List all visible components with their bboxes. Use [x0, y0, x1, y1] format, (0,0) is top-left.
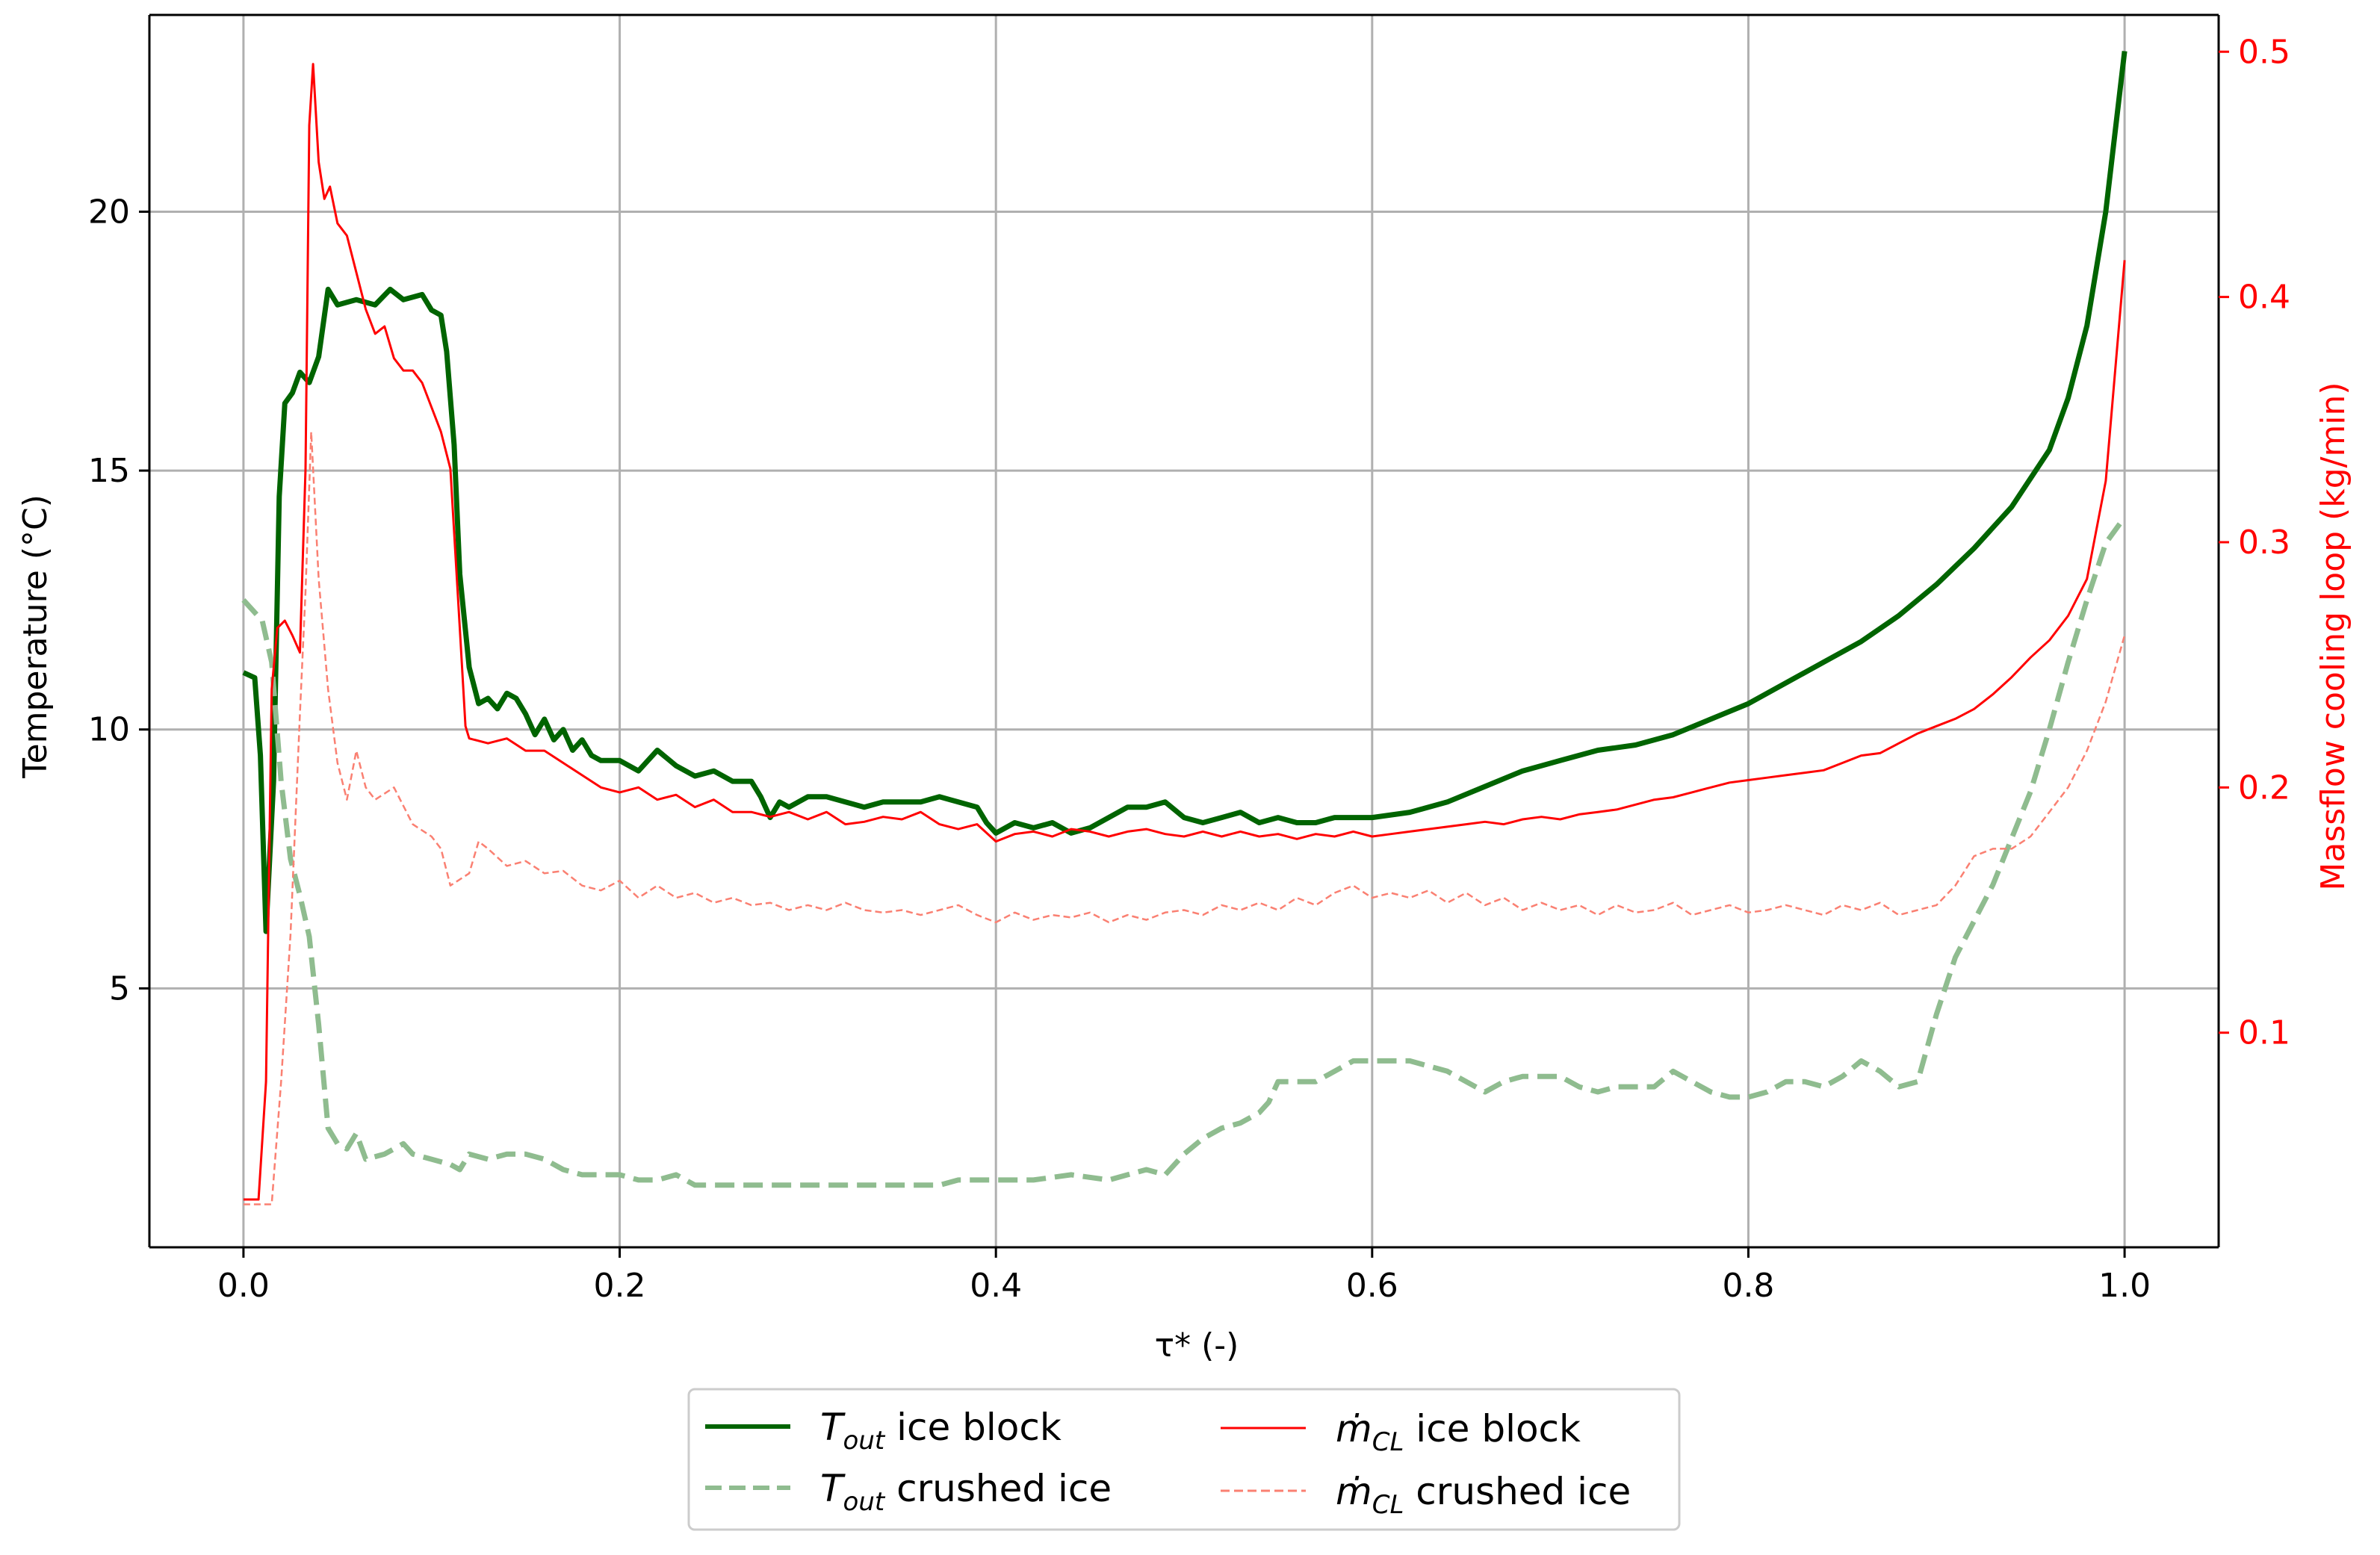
series-mcl-ice-block	[243, 63, 2126, 1201]
legend-text-tout-ice-block: ice block	[884, 1406, 1062, 1449]
y-tick-label-right: 0.5	[2238, 33, 2290, 71]
y-tick-label-right: 0.3	[2238, 524, 2290, 562]
x-tick-label: 0.4	[970, 1267, 1022, 1305]
y-tick-label-right: 0.1	[2238, 1014, 2290, 1052]
legend-label-tout-crushed-ice: Tout crushed ice	[820, 1467, 1112, 1517]
y-tick-label-left: 5	[109, 969, 130, 1008]
legend-label-mcl-ice-block: ṁCL ice block	[1336, 1407, 1581, 1457]
legend-text-mcl-crushed-ice: crushed ice	[1404, 1470, 1631, 1513]
y-tick-label-right: 0.4	[2238, 279, 2290, 317]
legend-subscript-tout-crushed-ice: out	[843, 1487, 886, 1517]
axes-layer	[148, 13, 2220, 1249]
legend-frame	[687, 1388, 1681, 1531]
series-mcl-crushed-ice	[243, 430, 2126, 1205]
legend-label-mcl-crushed-ice: ṁCL crushed ice	[1336, 1470, 1631, 1520]
legend-text-tout-crushed-ice: crushed ice	[884, 1467, 1112, 1510]
legend-subscript-mcl-ice-block: CL	[1372, 1427, 1404, 1457]
x-tick-label: 0.2	[594, 1267, 646, 1305]
y-axis-title-right: Massflow cooling loop (kg/min)	[2314, 382, 2352, 890]
legend-symbol-mcl-crushed-ice: ṁ	[1336, 1470, 1372, 1513]
x-tick-label: 0.6	[1346, 1267, 1398, 1305]
ticks-layer: 0.0 0.2 0.4 0.6 0.8 1.0 5 10 15 20 0.1 0.2 0.3 0.4 0.5	[88, 33, 2290, 1305]
y-axis-title-left: Temperature (°C)	[16, 494, 55, 779]
x-axis-title: τ* (-)	[1155, 1326, 1239, 1365]
legend-label-tout-ice-block: Tout ice block	[820, 1406, 1062, 1456]
series-tout-crushed-ice	[241, 515, 2127, 1188]
series-tout-ice-block	[242, 51, 2128, 934]
legend-symbol-mcl-ice-block: ṁ	[1336, 1407, 1372, 1450]
y-tick-label-left: 10	[88, 711, 130, 749]
series-layer	[241, 51, 2128, 1205]
x-tick-label: 1.0	[2098, 1267, 2151, 1305]
x-tick-label: 0.8	[1722, 1267, 1774, 1305]
y-tick-label-left: 20	[88, 193, 130, 231]
legend-subscript-mcl-crushed-ice: CL	[1372, 1490, 1404, 1520]
y-tick-label-right: 0.2	[2238, 769, 2290, 807]
grid-layer	[149, 15, 2219, 1247]
legend-text-mcl-ice-block: ice block	[1404, 1407, 1581, 1450]
legend-subscript-tout-ice-block: out	[843, 1426, 886, 1456]
legend-symbol-tout-ice-block: T	[820, 1406, 846, 1449]
legend: Tout ice block Tout crushed ice ṁCL ice …	[687, 1388, 1681, 1531]
y-tick-label-left: 15	[88, 452, 130, 490]
x-tick-label: 0.0	[217, 1267, 270, 1305]
legend-symbol-tout-crushed-ice: T	[820, 1467, 846, 1510]
